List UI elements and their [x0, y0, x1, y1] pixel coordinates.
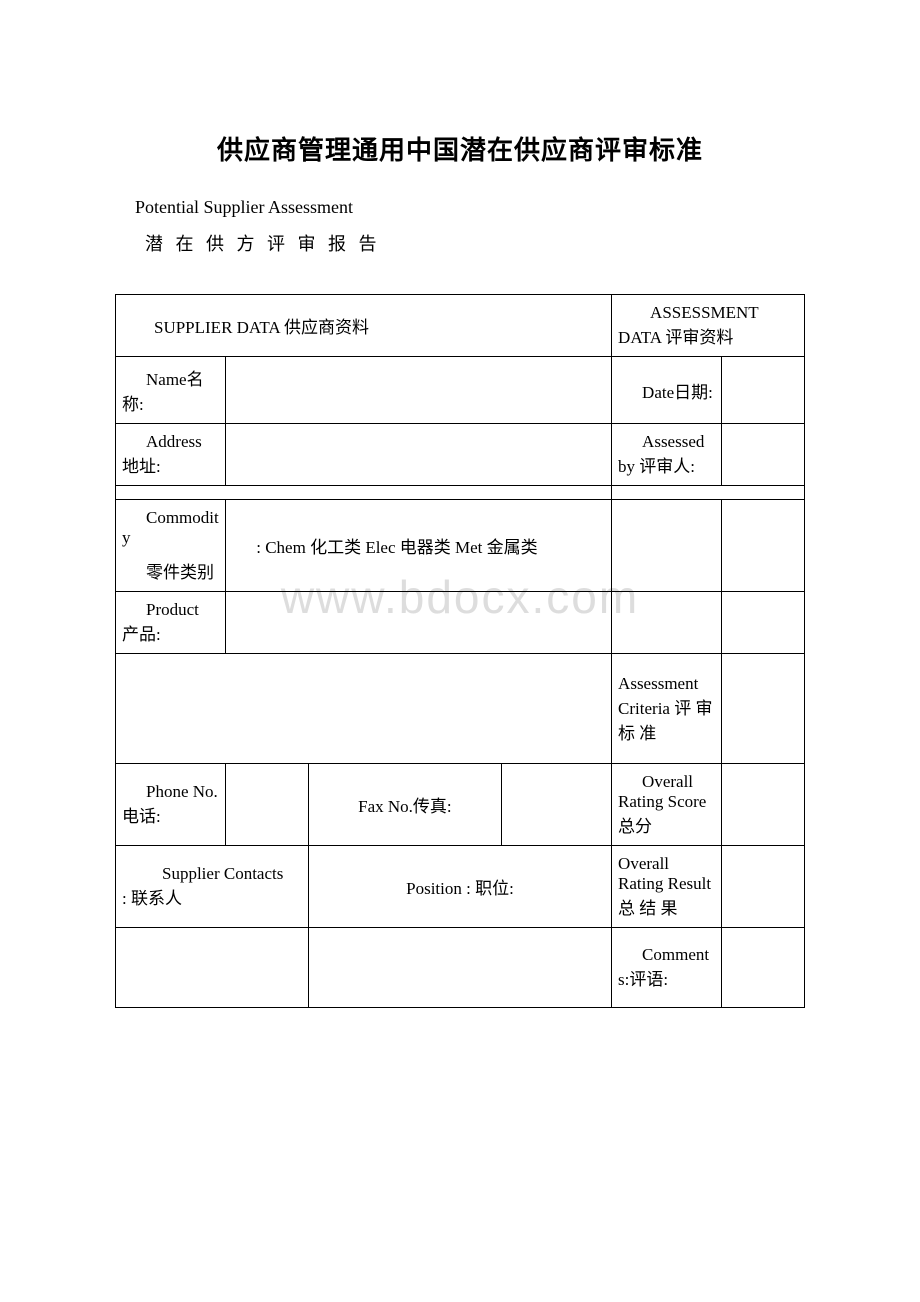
fax-value	[501, 764, 611, 846]
product-row: Product 产品:	[116, 592, 805, 654]
phone-value	[226, 764, 309, 846]
address-value	[226, 424, 612, 486]
commodity-assess-1	[612, 500, 722, 592]
assessment-data-header: ASSESSMENT DATA 评审资料	[612, 295, 805, 357]
product-label: Product 产品:	[116, 592, 226, 654]
comments-label: Comments:评语:	[612, 928, 722, 1008]
criteria-label: Assessment Criteria 评 审 标 准	[612, 654, 722, 764]
comments-left-1	[116, 928, 309, 1008]
commodity-row: Commodity 零件类别 : Chem 化工类 Elec 电器类 Met 金…	[116, 500, 805, 592]
product-assess-2	[722, 592, 805, 654]
overall-score-label: Overall Rating Score 总分	[612, 764, 722, 846]
criteria-value	[722, 654, 805, 764]
name-row: Name名称: Date日期:	[116, 357, 805, 424]
contacts-row: Supplier Contacts : 联系人 Position : 职位: O…	[116, 846, 805, 928]
subtitle-english: Potential Supplier Assessment	[135, 197, 805, 218]
name-value	[226, 357, 612, 424]
overall-result-value	[722, 846, 805, 928]
overall-score-value	[722, 764, 805, 846]
phone-label: Phone No.电话:	[116, 764, 226, 846]
header-row: SUPPLIER DATA 供应商资料 ASSESSMENT DATA 评审资料	[116, 295, 805, 357]
fax-label: Fax No.传真:	[308, 764, 501, 846]
assessed-by-value	[722, 424, 805, 486]
spacer-left	[116, 486, 612, 500]
assessed-by-label: Assessed by 评审人:	[612, 424, 722, 486]
product-value	[226, 592, 612, 654]
date-value	[722, 357, 805, 424]
criteria-left	[116, 654, 612, 764]
document-content: 供应商管理通用中国潜在供应商评审标准 Potential Supplier As…	[115, 130, 805, 1008]
address-label: Address 地址:	[116, 424, 226, 486]
contacts-label: Supplier Contacts : 联系人	[116, 846, 309, 928]
supplier-data-header: SUPPLIER DATA 供应商资料	[116, 295, 612, 357]
spacer-row	[116, 486, 805, 500]
product-assess-1	[612, 592, 722, 654]
address-row: Address 地址: Assessed by 评审人:	[116, 424, 805, 486]
comments-left-2	[308, 928, 611, 1008]
name-label: Name名称:	[116, 357, 226, 424]
page-title: 供应商管理通用中国潜在供应商评审标准	[115, 130, 805, 167]
subtitle-chinese: 潜 在 供 方 评 审 报 告	[145, 230, 805, 256]
assessment-table: SUPPLIER DATA 供应商资料 ASSESSMENT DATA 评审资料…	[115, 294, 805, 1008]
criteria-row: Assessment Criteria 评 审 标 准	[116, 654, 805, 764]
position-label: Position : 职位:	[308, 846, 611, 928]
phone-row: Phone No.电话: Fax No.传真: Overall Rating S…	[116, 764, 805, 846]
date-label: Date日期:	[612, 357, 722, 424]
overall-result-label: Overall Rating Result 总 结 果	[612, 846, 722, 928]
commodity-label: Commodity 零件类别	[116, 500, 226, 592]
commodity-assess-2	[722, 500, 805, 592]
commodity-value: : Chem 化工类 Elec 电器类 Met 金属类	[226, 500, 612, 592]
comments-row: Comments:评语:	[116, 928, 805, 1008]
comments-value	[722, 928, 805, 1008]
spacer-right	[612, 486, 805, 500]
